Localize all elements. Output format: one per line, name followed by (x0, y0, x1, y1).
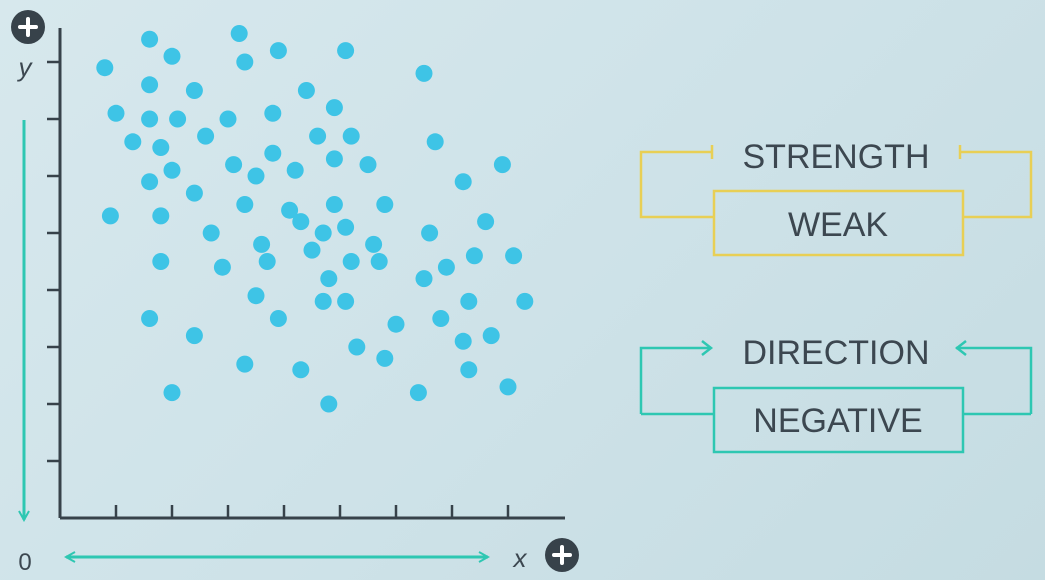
scatter-point-62 (337, 292, 355, 310)
scatter-point-40 (152, 207, 170, 225)
scatter-point-42 (337, 218, 355, 236)
scatter-point-28 (286, 161, 304, 179)
scatter-point-49 (365, 235, 383, 253)
scatter-point-57 (437, 258, 455, 276)
scatter-point-7 (337, 42, 355, 60)
scatter-point-56 (370, 253, 388, 270)
scatter-point-6 (269, 42, 287, 60)
direction-bracket (639, 340, 1033, 454)
direction-title: DIRECTION (743, 334, 930, 372)
scatter-point-26 (359, 156, 377, 174)
scatter-point-35 (236, 196, 254, 213)
scatter-point-68 (432, 310, 450, 327)
scatter-point-45 (314, 224, 332, 242)
scatter-point-66 (269, 310, 287, 327)
scatter-point-39 (101, 207, 119, 225)
scatter-point-22 (342, 127, 360, 145)
scatter-point-27 (225, 156, 243, 174)
scatter-point-2 (141, 30, 159, 48)
scatter-point-73 (236, 355, 254, 373)
scatter-point-52 (152, 253, 170, 270)
strength-title: STRENGTH (743, 138, 930, 176)
scatter-point-78 (320, 395, 338, 413)
scatter-point-1 (96, 59, 114, 77)
scatter-point-9 (107, 104, 125, 122)
scatter-point-65 (141, 310, 159, 327)
scatter-point-41 (292, 213, 310, 231)
scatter-point-19 (152, 139, 170, 156)
scatter-point-29 (163, 161, 181, 179)
scatter-point-17 (169, 110, 187, 128)
scatter-point-71 (454, 332, 472, 350)
scatter-point-74 (292, 361, 310, 379)
scatter-point-25 (325, 150, 343, 168)
scatter-point-32 (454, 173, 472, 191)
scatter-point-21 (309, 127, 327, 145)
scatter-point-5 (236, 53, 254, 71)
scatter-point-44 (202, 224, 220, 242)
scatter-point-36 (281, 201, 299, 219)
scatter-point-76 (460, 361, 478, 379)
scatter-point-50 (465, 247, 483, 265)
scatter-point-64 (516, 292, 534, 310)
scatter-point-43 (477, 213, 495, 231)
scatter-point-61 (314, 292, 332, 310)
scatter-point-46 (421, 224, 439, 242)
scatter-point-51 (505, 247, 523, 265)
scatter-point-47 (253, 235, 271, 253)
scatter-point-30 (247, 167, 265, 185)
scatter-point-60 (247, 287, 265, 305)
scatter-point-8 (415, 64, 433, 82)
scatter-point-15 (325, 99, 343, 117)
scatter-point-77 (163, 384, 181, 402)
scatter-point-33 (493, 156, 511, 174)
direction-value: NEGATIVE (753, 402, 922, 440)
scatter-point-14 (297, 82, 315, 99)
scatter-points (96, 25, 534, 413)
scatter-point-16 (141, 110, 159, 128)
scatter-point-58 (320, 270, 338, 288)
scatter-point-31 (141, 173, 159, 191)
strength-bracket (639, 145, 1033, 257)
scatter-point-12 (219, 110, 237, 128)
scatter-point-59 (415, 270, 433, 288)
scatter-point-72 (482, 327, 500, 345)
scatter-point-63 (460, 292, 478, 310)
scatter-point-69 (185, 327, 203, 345)
y-axis-label: y (17, 52, 34, 82)
scatter-point-80 (499, 378, 517, 396)
scatter-point-38 (376, 196, 394, 213)
scatter-point-70 (348, 338, 366, 356)
x-axis-label: x (512, 543, 528, 573)
y-axis-plus-circle-icon (11, 10, 45, 44)
scatter-point-23 (426, 133, 444, 151)
scatter-point-55 (342, 253, 360, 270)
scatter-point-34 (185, 184, 203, 202)
origin-label: 0 (18, 549, 31, 576)
scatter-point-18 (124, 133, 142, 151)
scatter-point-13 (264, 104, 282, 122)
scatter-point-37 (325, 196, 343, 213)
scatter-point-11 (185, 82, 203, 99)
scatter-point-10 (141, 76, 159, 94)
axis-ticks (47, 60, 510, 518)
scatter-point-54 (258, 253, 276, 270)
scatter-point-53 (213, 258, 231, 276)
scatter-point-3 (163, 47, 181, 65)
scatter-point-75 (376, 349, 394, 367)
scatter-point-20 (197, 127, 215, 145)
scatter-point-4 (230, 25, 248, 42)
scatter-point-67 (387, 315, 405, 333)
scatter-point-79 (409, 384, 427, 402)
scatter-point-24 (264, 144, 282, 162)
strength-value: WEAK (788, 206, 888, 244)
scatter-point-48 (303, 241, 321, 259)
x-axis-plus-circle-icon (545, 538, 579, 572)
